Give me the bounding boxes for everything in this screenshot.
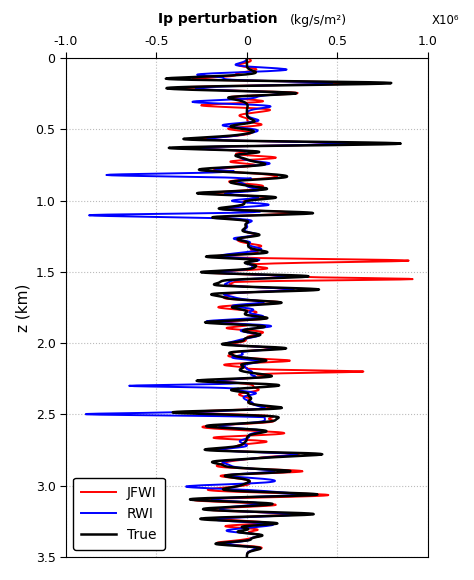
RWI [222, 316, 228, 323]
True [211, 459, 217, 466]
RWI [220, 459, 226, 466]
True [240, 226, 246, 233]
Line: RWI: RWI [86, 58, 348, 557]
JFWI [221, 459, 227, 466]
RWI [251, 546, 257, 553]
Line: JFWI: JFWI [176, 58, 413, 557]
JFWI [255, 175, 260, 182]
True [255, 546, 261, 553]
RWI [245, 175, 251, 182]
True [263, 175, 269, 182]
Text: Ip perturbation: Ip perturbation [158, 12, 278, 26]
True [299, 285, 305, 292]
JFWI [246, 55, 251, 61]
RWI [244, 553, 250, 560]
Y-axis label: z (km): z (km) [15, 283, 30, 332]
Line: True: True [166, 58, 401, 557]
RWI [242, 226, 247, 233]
RWI [244, 55, 250, 61]
True [244, 55, 250, 61]
True [244, 553, 250, 560]
JFWI [241, 226, 247, 233]
RWI [280, 285, 285, 292]
Legend: JFWI, RWI, True: JFWI, RWI, True [73, 477, 165, 550]
True [245, 316, 251, 323]
JFWI [254, 546, 260, 553]
Text: X10⁶: X10⁶ [431, 13, 459, 27]
Text: (kg/s/m²): (kg/s/m²) [290, 13, 347, 27]
JFWI [244, 553, 250, 560]
JFWI [279, 285, 284, 292]
JFWI [250, 316, 255, 323]
